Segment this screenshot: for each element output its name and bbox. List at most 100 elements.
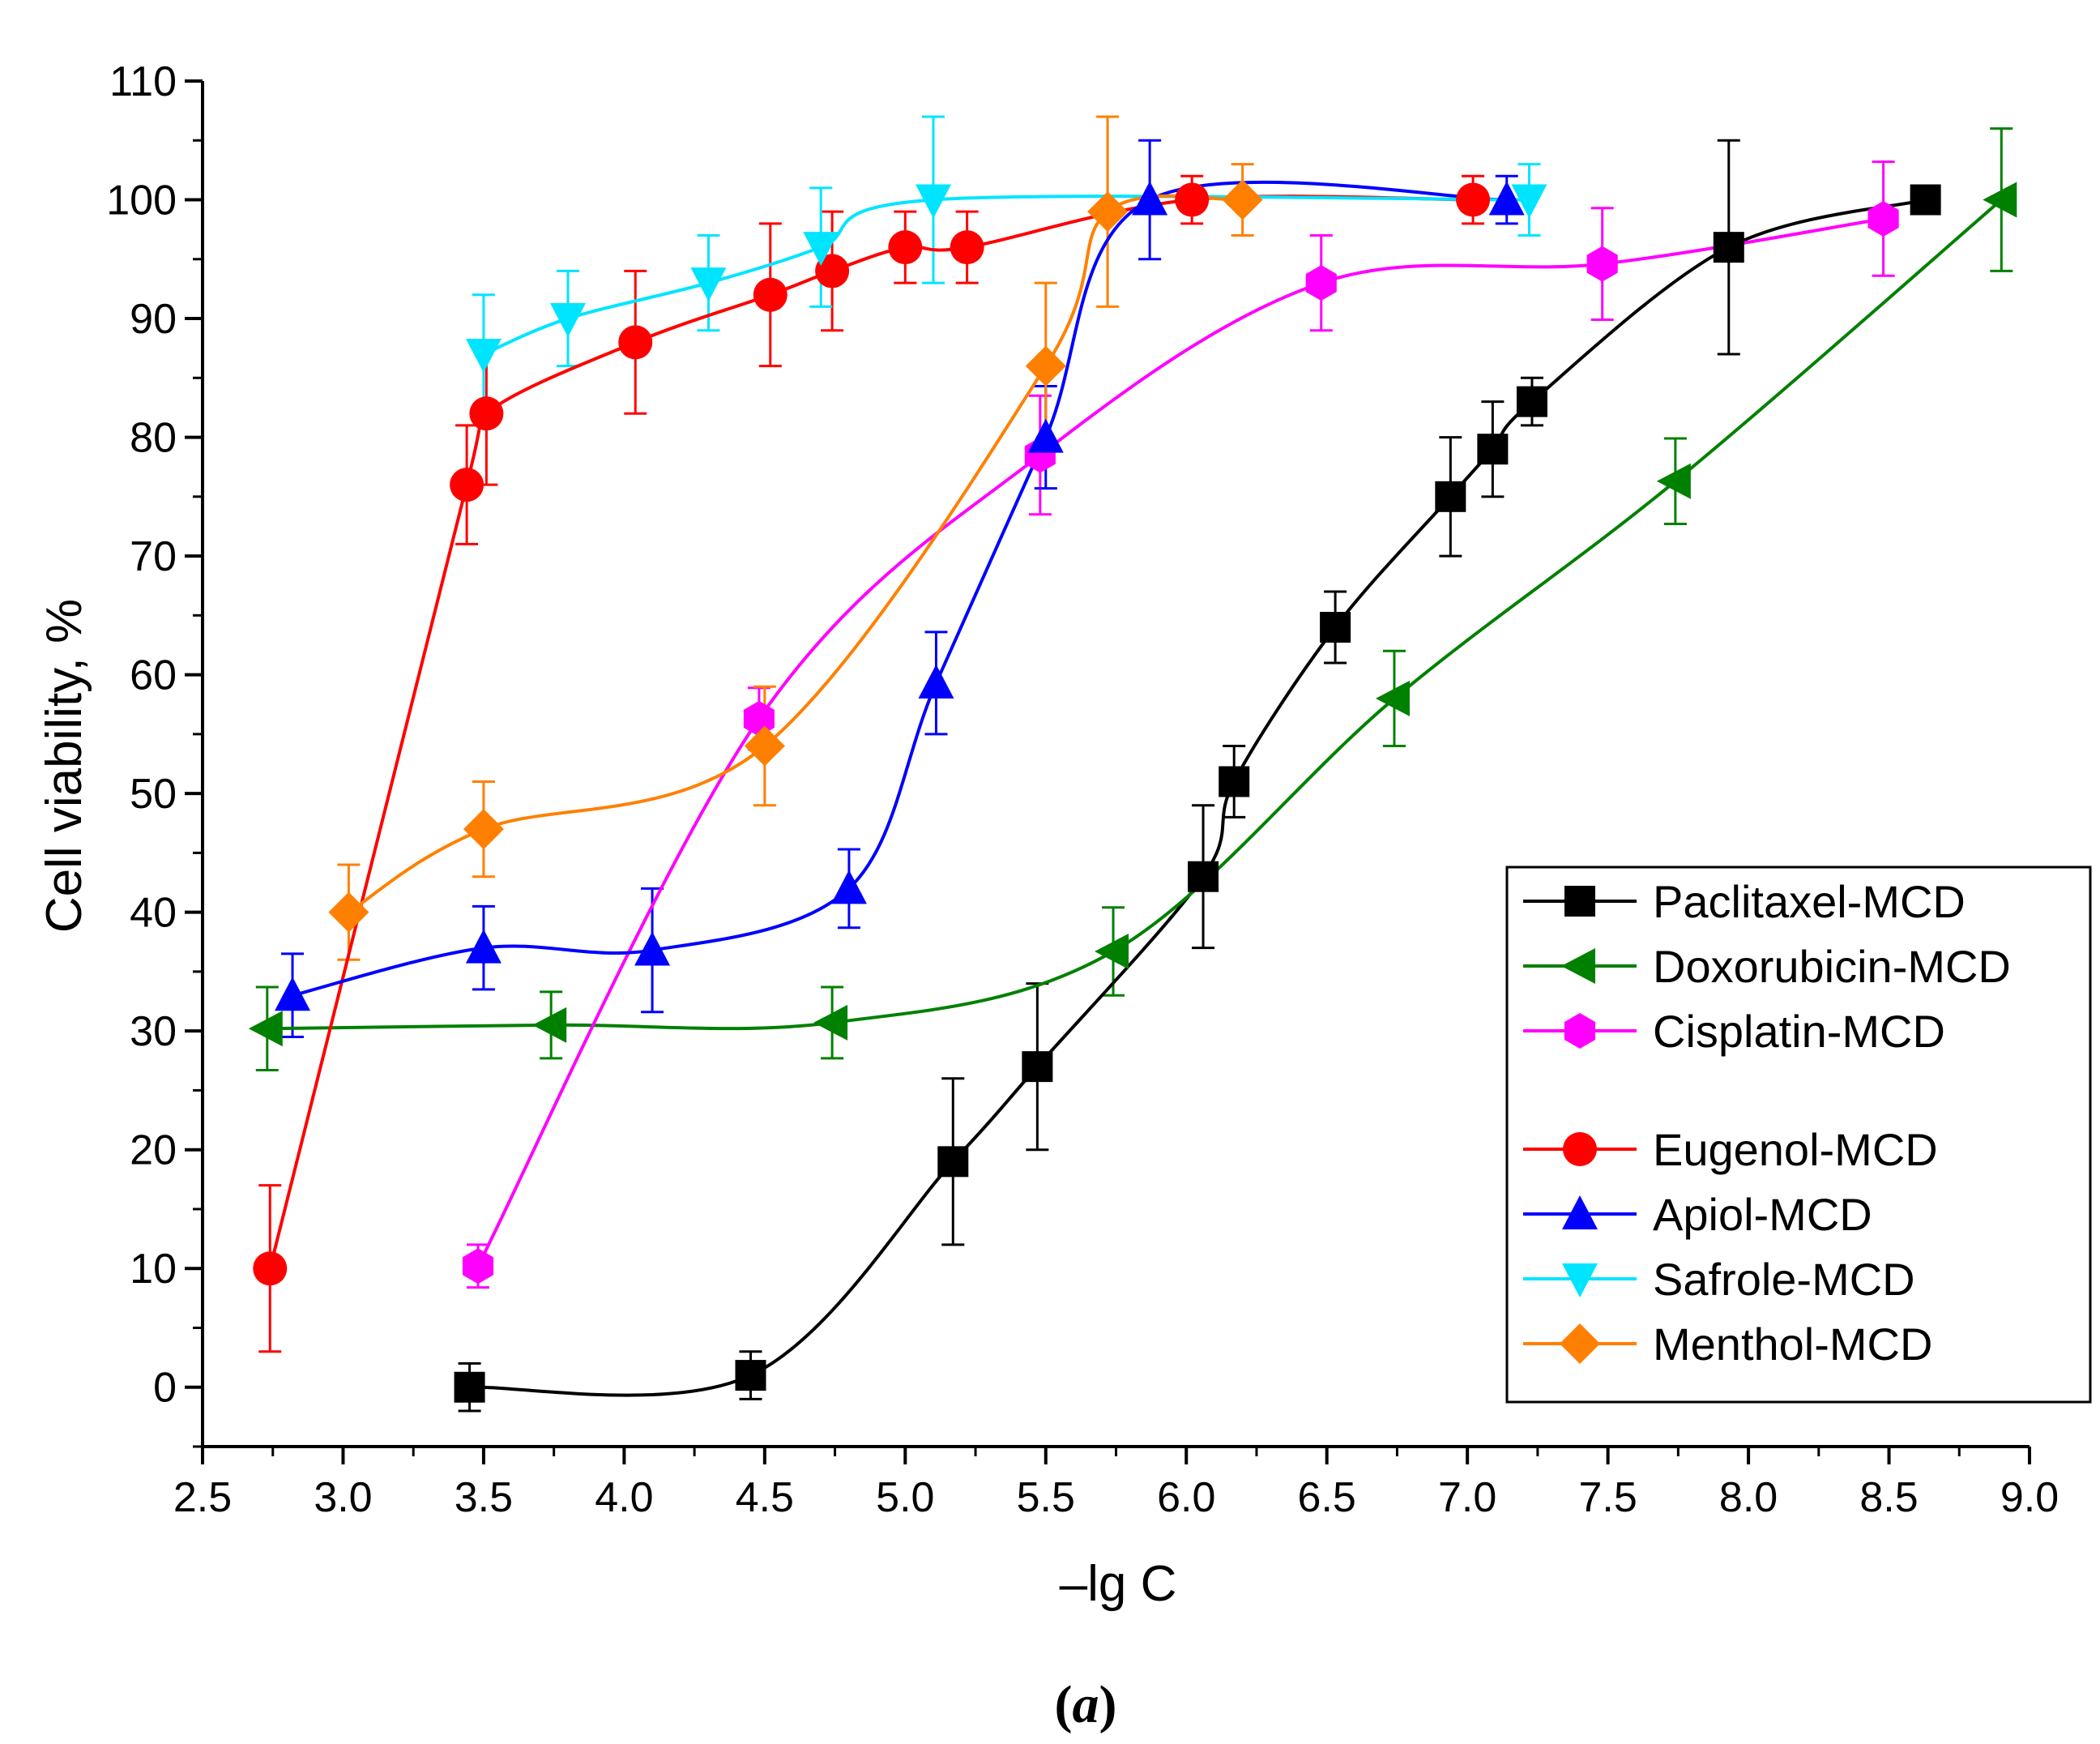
data-point-doxorubicin-mcd <box>813 1004 848 1041</box>
y-tick-label: 10 <box>130 1246 177 1293</box>
data-point-safrole-mcd <box>690 267 727 302</box>
data-point-menthol-mcd <box>1222 179 1263 220</box>
data-point-menthol-mcd <box>1025 345 1066 387</box>
legend-entry-eugenol-mcd: Eugenol-MCD <box>1523 1124 1938 1175</box>
x-tick-label: 5.0 <box>876 1474 934 1521</box>
x-tick-label: 8.5 <box>1859 1474 1918 1521</box>
data-point-paclitaxel-mcd <box>1188 861 1219 892</box>
y-tick-label: 20 <box>130 1127 177 1174</box>
legend-label: Safrole-MCD <box>1653 1254 1915 1305</box>
legend: Paclitaxel-MCD Doxorubicin-MCD Cisplatin-M… <box>1505 866 2092 1404</box>
data-point-paclitaxel-mcd <box>1320 612 1351 643</box>
data-point-eugenol-mcd <box>469 396 504 431</box>
data-point-safrole-mcd <box>803 232 839 267</box>
data-point-doxorubicin-mcd <box>1095 934 1129 970</box>
legend-marker <box>1562 1263 1598 1297</box>
panel-letter: a <box>1073 1675 1099 1734</box>
data-point-eugenol-mcd <box>450 468 484 502</box>
panel-label: (a) <box>1055 1675 1117 1734</box>
data-point-cisplatin-mcd <box>1586 246 1618 282</box>
data-point-apiol-mcd <box>634 931 671 966</box>
data-point-cisplatin-mcd <box>1867 200 1899 237</box>
data-point-eugenol-mcd <box>1456 182 1491 217</box>
data-point-eugenol-mcd <box>1175 182 1210 217</box>
data-point-eugenol-mcd <box>950 230 984 265</box>
data-point-apiol-mcd <box>830 870 867 904</box>
data-point-paclitaxel-mcd <box>735 1360 766 1391</box>
y-axis-title: Cell viability, % <box>36 599 92 933</box>
data-point-apiol-mcd <box>1027 418 1064 453</box>
y-tick-label: 50 <box>130 771 177 818</box>
data-point-apiol-mcd <box>465 929 502 964</box>
data-point-cisplatin-mcd <box>743 700 775 737</box>
legend-marker <box>1563 1132 1597 1166</box>
y-tick-label: 100 <box>106 177 177 224</box>
data-point-paclitaxel-mcd <box>1713 232 1744 263</box>
data-point-paclitaxel-mcd <box>454 1371 485 1403</box>
data-point-paclitaxel-mcd <box>1022 1051 1053 1083</box>
data-point-paclitaxel-mcd <box>1516 386 1547 417</box>
data-point-apiol-mcd <box>1488 181 1525 216</box>
data-point-paclitaxel-mcd <box>937 1146 969 1178</box>
legend-label: Menthol-MCD <box>1653 1319 1932 1370</box>
x-tick-label: 3.5 <box>455 1474 513 1521</box>
legend-marker <box>1560 1323 1600 1364</box>
legend-entry-menthol-mcd: Menthol-MCD <box>1523 1319 1932 1370</box>
data-point-paclitaxel-mcd <box>1219 766 1250 797</box>
legend-entry-doxorubicin-mcd: Doxorubicin-MCD <box>1523 941 2011 992</box>
data-point-doxorubicin-mcd <box>1656 463 1691 499</box>
data-point-safrole-mcd <box>1511 184 1547 219</box>
y-tick-label: 30 <box>130 1008 177 1055</box>
data-point-paclitaxel-mcd <box>1910 184 1941 216</box>
data-point-menthol-mcd <box>744 725 785 767</box>
x-tick-label: 6.0 <box>1157 1474 1215 1521</box>
data-point-menthol-mcd <box>1087 191 1129 233</box>
x-tick-label: 7.5 <box>1578 1474 1637 1521</box>
x-tick-label: 7.0 <box>1438 1474 1496 1521</box>
x-tick-label: 6.5 <box>1298 1474 1356 1521</box>
legend-label: Cisplatin-MCD <box>1653 1006 1945 1057</box>
legend-marker <box>1562 1195 1598 1229</box>
legend-entry-apiol-mcd: Apiol-MCD <box>1523 1189 1872 1240</box>
data-point-doxorubicin-mcd <box>1983 182 2017 218</box>
data-point-eugenol-mcd <box>753 277 788 312</box>
y-tick-label: 40 <box>130 890 177 937</box>
legend-frame <box>1505 866 2092 1404</box>
data-point-safrole-mcd <box>550 303 586 338</box>
legend-label: Doxorubicin-MCD <box>1653 941 2011 992</box>
legend-label: Eugenol-MCD <box>1653 1124 1938 1175</box>
data-point-safrole-mcd <box>465 339 502 373</box>
data-point-doxorubicin-mcd <box>532 1007 567 1043</box>
data-point-eugenol-mcd <box>815 254 850 289</box>
data-point-eugenol-mcd <box>888 230 923 265</box>
series-line-eugenol-mcd <box>268 194 1474 1269</box>
x-tick-label: 8.0 <box>1719 1474 1778 1521</box>
legend-entry-paclitaxel-mcd: Paclitaxel-MCD <box>1523 876 1966 927</box>
y-tick-label: 80 <box>130 415 177 462</box>
data-point-doxorubicin-mcd <box>1375 680 1410 716</box>
data-point-eugenol-mcd <box>253 1251 288 1286</box>
legend-marker <box>1564 886 1595 917</box>
data-point-eugenol-mcd <box>618 325 653 360</box>
data-point-cisplatin-mcd <box>1305 265 1337 301</box>
x-tick-label: 4.5 <box>736 1474 794 1521</box>
y-tick-label: 0 <box>153 1365 177 1412</box>
data-point-apiol-mcd <box>918 664 954 699</box>
data-point-safrole-mcd <box>916 184 951 219</box>
data-point-apiol-mcd <box>275 977 311 1011</box>
legend-entry-cisplatin-mcd: Cisplatin-MCD <box>1523 1006 1945 1057</box>
data-point-paclitaxel-mcd <box>1477 434 1509 465</box>
y-tick-label: 110 <box>109 58 177 105</box>
markers-layer <box>248 179 2017 1403</box>
legend-marker <box>1564 1013 1596 1049</box>
legend-marker <box>1561 948 1595 984</box>
data-point-apiol-mcd <box>1132 181 1168 216</box>
y-tick-label: 90 <box>130 296 177 343</box>
y-tick-label: 70 <box>130 533 177 580</box>
legend-label: Paclitaxel-MCD <box>1653 876 1966 927</box>
data-point-menthol-mcd <box>463 809 504 850</box>
data-point-menthol-mcd <box>328 891 369 933</box>
axes-layer: 2.5 3.0 3.5 4.0 4.5 5.0 5.5 6.0 6.5 7.0 7.5 8.0 8.5 9… <box>106 58 2059 1521</box>
y-tick-label: 60 <box>130 652 177 699</box>
